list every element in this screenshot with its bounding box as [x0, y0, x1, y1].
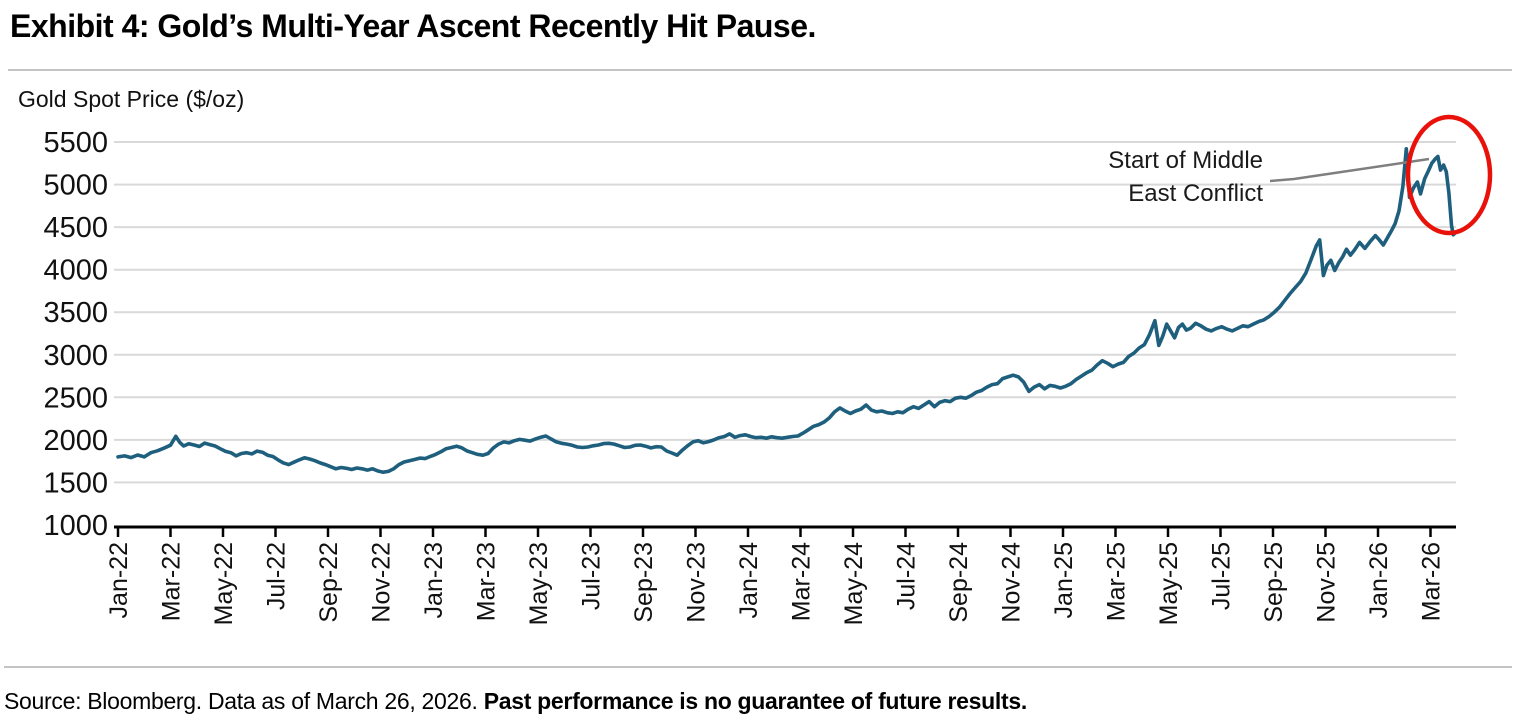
- x-tick-label: Jul-23: [578, 542, 606, 610]
- x-tick-label: Jan-25: [1050, 542, 1078, 618]
- x-tick-label: Mar-24: [788, 542, 816, 621]
- x-tick-label: Jan-23: [420, 542, 448, 618]
- y-tick-label: 3500: [43, 297, 108, 329]
- x-tick-label: Sep-25: [1260, 542, 1288, 623]
- conflict-annotation-text: Start of Middle East Conflict: [960, 144, 1263, 210]
- x-tick-label: Sep-23: [630, 542, 658, 623]
- x-tick-label: Nov-25: [1313, 542, 1341, 623]
- x-tick-label: Jul-24: [893, 542, 921, 610]
- conflict-annotation-ellipse: [1405, 114, 1493, 236]
- source-disclaimer: Past performance is no guarantee of futu…: [483, 688, 1028, 714]
- source-text: Source: Bloomberg. Data as of March 26, …: [4, 688, 1027, 715]
- x-tick-label: Mar-26: [1418, 542, 1446, 621]
- x-tick-label: Jan-24: [735, 542, 763, 619]
- x-tick-label: Jan-26: [1365, 542, 1393, 618]
- gold-price-line: [116, 147, 1458, 475]
- exhibit-title: Exhibit 4: Gold’s Multi-Year Ascent Rece…: [10, 8, 816, 44]
- chart-axis-title: Gold Spot Price ($/oz): [18, 86, 245, 112]
- annotation-line-2: East Conflict: [1128, 180, 1263, 207]
- y-tick-label: 1500: [43, 467, 108, 499]
- x-tick-label: Jan-22: [105, 542, 133, 618]
- y-tick-label: 2000: [43, 425, 108, 457]
- source-prefix: Source: Bloomberg. Data as of March 26, …: [4, 688, 484, 714]
- source-divider: [4, 666, 1512, 668]
- x-tick-label: Mar-23: [473, 542, 501, 621]
- y-tick-label: 2500: [43, 382, 108, 414]
- y-tick-label: 3000: [43, 340, 108, 372]
- x-tick-label: Nov-23: [683, 542, 711, 623]
- x-tick-label: Jul-22: [263, 542, 291, 610]
- y-tick-label: 4000: [43, 255, 108, 287]
- x-tick-label: Jul-25: [1208, 542, 1236, 610]
- x-tick-label: May-25: [1155, 542, 1183, 625]
- annotation-line-1: Start of Middle: [1108, 147, 1263, 174]
- y-tick-label: 5000: [43, 170, 108, 202]
- x-tick-label: May-22: [210, 542, 238, 625]
- x-tick-label: Nov-22: [368, 542, 396, 623]
- x-tick-label: Mar-25: [1103, 542, 1131, 621]
- y-tick-label: 5500: [43, 127, 108, 159]
- x-tick-label: May-23: [525, 542, 553, 625]
- y-tick-label: 4500: [43, 212, 108, 244]
- title-divider: [8, 69, 1512, 71]
- x-tick-label: Sep-24: [945, 542, 973, 623]
- y-tick-label: 1000: [43, 510, 108, 542]
- x-tick-label: May-24: [840, 542, 868, 625]
- x-tick-label: Mar-22: [158, 542, 186, 621]
- annotation-connector-line: [1269, 157, 1430, 183]
- x-tick-label: Nov-24: [998, 542, 1026, 623]
- x-tick-label: Sep-22: [315, 542, 343, 623]
